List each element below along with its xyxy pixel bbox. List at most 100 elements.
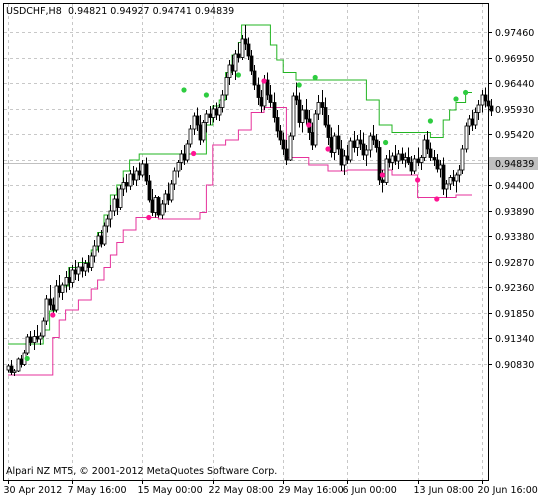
- candle[interactable]: [281, 132, 286, 156]
- candle[interactable]: [243, 25, 248, 50]
- candle[interactable]: [124, 174, 129, 193]
- candle[interactable]: [9, 360, 14, 375]
- candle[interactable]: [377, 141, 382, 185]
- candle[interactable]: [428, 142, 433, 162]
- candle[interactable]: [140, 160, 145, 178]
- candle[interactable]: [134, 167, 139, 187]
- candle[interactable]: [489, 99, 494, 116]
- candle[interactable]: [368, 132, 373, 158]
- candle[interactable]: [256, 77, 261, 106]
- candle[interactable]: [358, 130, 363, 150]
- candle[interactable]: [89, 252, 94, 272]
- candle[interactable]: [278, 125, 283, 145]
- candle[interactable]: [169, 180, 174, 203]
- candle[interactable]: [361, 132, 366, 161]
- candle[interactable]: [291, 92, 296, 141]
- candle-body: [182, 153, 187, 161]
- candle[interactable]: [265, 72, 270, 101]
- candle[interactable]: [28, 331, 33, 346]
- candle[interactable]: [441, 157, 446, 196]
- candle[interactable]: [483, 87, 488, 108]
- candle[interactable]: [432, 150, 437, 166]
- candle[interactable]: [275, 110, 280, 138]
- candle[interactable]: [220, 90, 225, 113]
- candle-body: [304, 109, 309, 120]
- candle[interactable]: [464, 122, 469, 153]
- candle[interactable]: [364, 145, 369, 166]
- candle[interactable]: [204, 110, 209, 133]
- candle[interactable]: [476, 100, 481, 120]
- candle-body: [387, 158, 392, 163]
- candle[interactable]: [185, 140, 190, 163]
- candle-body: [313, 113, 318, 146]
- candle[interactable]: [236, 42, 241, 63]
- candle[interactable]: [16, 357, 21, 373]
- candle[interactable]: [348, 137, 353, 163]
- candle[interactable]: [240, 35, 245, 60]
- candle[interactable]: [396, 150, 401, 169]
- candle[interactable]: [252, 65, 257, 90]
- candle[interactable]: [195, 107, 200, 132]
- candle[interactable]: [304, 99, 309, 125]
- candle[interactable]: [419, 155, 424, 170]
- candle[interactable]: [160, 200, 165, 219]
- candle[interactable]: [316, 95, 321, 120]
- candle[interactable]: [272, 92, 277, 123]
- candle[interactable]: [156, 196, 161, 218]
- candle[interactable]: [425, 131, 430, 154]
- candle[interactable]: [38, 332, 43, 346]
- candle[interactable]: [48, 285, 53, 310]
- candle[interactable]: [342, 150, 347, 175]
- candle[interactable]: [25, 334, 30, 355]
- candle[interactable]: [118, 185, 123, 210]
- candle[interactable]: [313, 110, 318, 148]
- candle[interactable]: [384, 155, 389, 185]
- candle[interactable]: [102, 222, 107, 247]
- candle[interactable]: [32, 330, 37, 350]
- candle[interactable]: [60, 282, 65, 301]
- candle[interactable]: [374, 134, 379, 153]
- candle-body: [435, 159, 440, 170]
- candle[interactable]: [108, 205, 113, 228]
- candle[interactable]: [435, 154, 440, 173]
- candle[interactable]: [323, 97, 328, 128]
- candle[interactable]: [172, 167, 177, 191]
- candle[interactable]: [44, 295, 49, 325]
- candle[interactable]: [54, 280, 59, 313]
- candle[interactable]: [406, 147, 411, 166]
- candle[interactable]: [92, 240, 97, 263]
- candle[interactable]: [224, 72, 229, 101]
- candle[interactable]: [105, 215, 110, 233]
- candle[interactable]: [294, 82, 299, 106]
- candle[interactable]: [444, 180, 449, 198]
- candle[interactable]: [457, 165, 462, 183]
- candle[interactable]: [246, 37, 251, 61]
- candle[interactable]: [412, 155, 417, 174]
- candle[interactable]: [326, 115, 331, 145]
- candle[interactable]: [188, 125, 193, 148]
- candle[interactable]: [371, 125, 376, 145]
- candle[interactable]: [320, 90, 325, 115]
- candle[interactable]: [473, 107, 478, 130]
- candle[interactable]: [12, 369, 17, 376]
- candle[interactable]: [217, 104, 222, 121]
- candle[interactable]: [288, 132, 293, 162]
- candle[interactable]: [460, 145, 465, 174]
- candle[interactable]: [454, 172, 459, 193]
- candle[interactable]: [300, 105, 305, 133]
- candle[interactable]: [233, 50, 238, 80]
- candle[interactable]: [268, 85, 273, 108]
- candle[interactable]: [284, 140, 289, 165]
- candle[interactable]: [332, 132, 337, 161]
- candle[interactable]: [176, 160, 181, 178]
- candle[interactable]: [336, 125, 341, 155]
- candle[interactable]: [70, 265, 75, 288]
- candle[interactable]: [249, 50, 254, 75]
- candle[interactable]: [76, 262, 81, 282]
- candle[interactable]: [144, 157, 149, 186]
- candle[interactable]: [201, 120, 206, 143]
- candle[interactable]: [147, 175, 152, 203]
- candles[interactable]: [6, 25, 494, 376]
- candle[interactable]: [41, 317, 46, 338]
- candle[interactable]: [400, 147, 405, 165]
